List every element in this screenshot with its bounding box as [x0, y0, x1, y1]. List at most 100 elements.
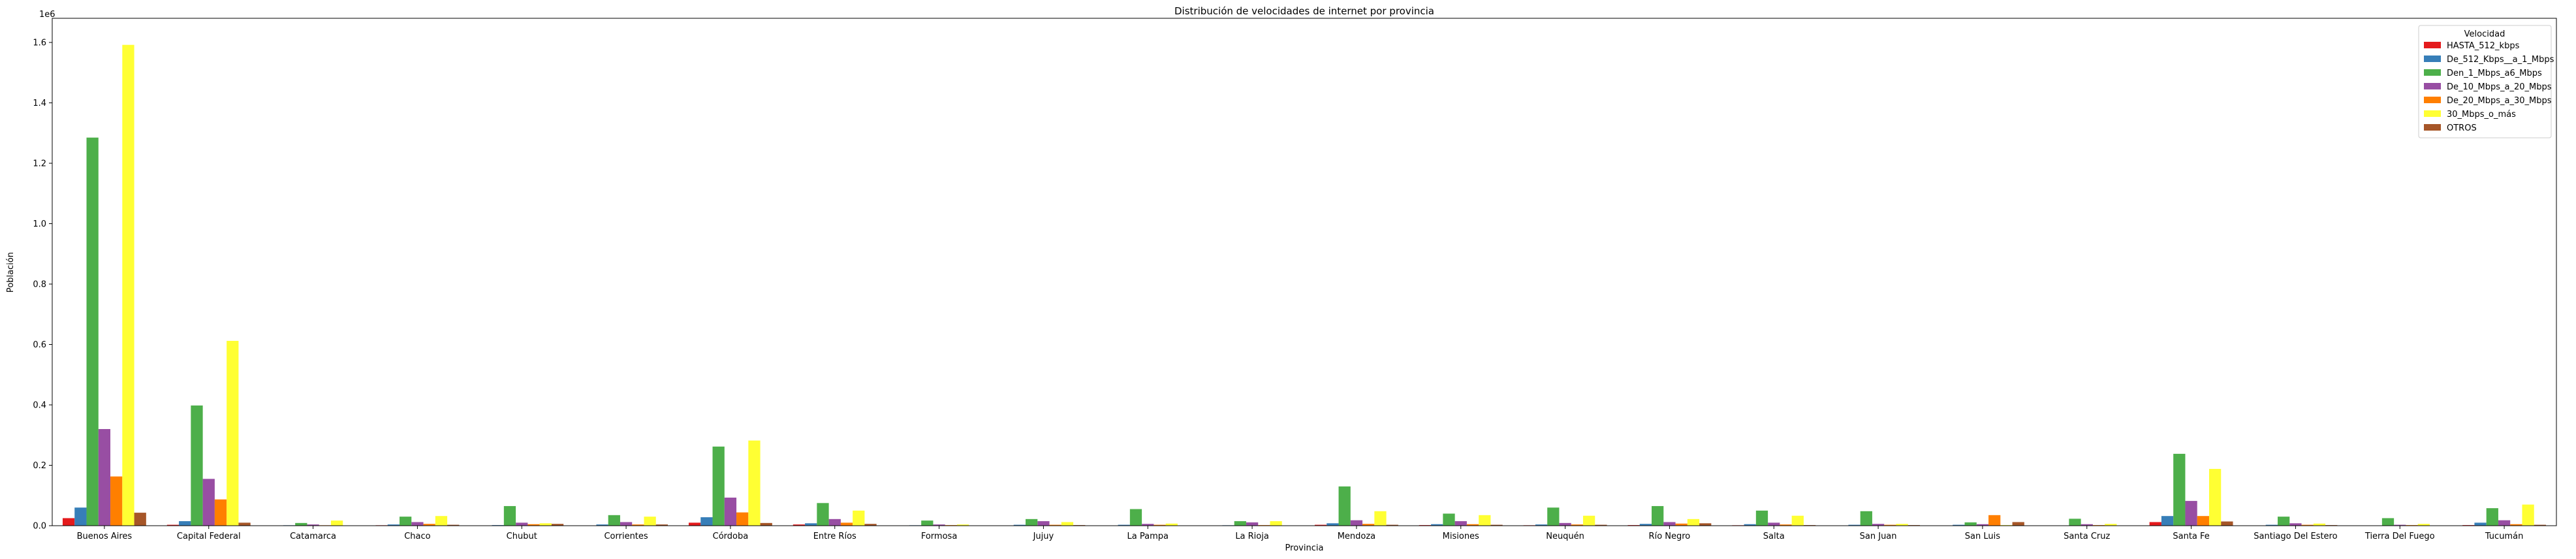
- bar: [644, 517, 656, 526]
- bar: [1953, 524, 1965, 526]
- y-tick-label: 0.6: [33, 340, 46, 350]
- x-tick-label: Capital Federal: [177, 532, 241, 541]
- x-tick-label: Neuquén: [1546, 532, 1584, 541]
- bar: [2185, 501, 2197, 526]
- legend-swatch: [2424, 56, 2441, 62]
- bar: [620, 522, 633, 526]
- bar: [1049, 524, 1061, 526]
- bar: [1362, 524, 1375, 526]
- x-tick-label: Santa Fe: [2173, 532, 2209, 541]
- bar: [179, 521, 191, 526]
- x-tick-label: Catamarca: [290, 532, 336, 541]
- bar: [202, 479, 215, 526]
- bar: [423, 524, 435, 526]
- bar: [1755, 510, 1768, 526]
- x-tick-label: San Luis: [1965, 532, 2000, 541]
- bar: [516, 522, 528, 526]
- bar: [1582, 515, 1595, 526]
- bar: [1061, 522, 1074, 526]
- bar: [864, 524, 877, 526]
- bar: [1559, 522, 1571, 526]
- bar: [1780, 524, 1792, 526]
- bars-layer: [62, 44, 2547, 526]
- bar: [527, 524, 540, 526]
- bar: [1687, 519, 1700, 526]
- bar: [295, 522, 307, 526]
- y-tick-label: 1.0: [33, 219, 46, 229]
- x-tick-label: Jujuy: [1033, 532, 1054, 541]
- legend-label: De_10_Mbps_a_20_Mbps: [2447, 82, 2552, 92]
- bar: [1270, 521, 1282, 526]
- bar: [2161, 516, 2174, 526]
- legend-label: HASTA_512_kbps: [2447, 41, 2520, 51]
- bar: [1884, 524, 1896, 526]
- y-tick-label: 1.2: [33, 159, 46, 169]
- bar: [1246, 522, 1259, 526]
- bar: [2012, 522, 2024, 526]
- bar: [1639, 524, 1652, 526]
- x-tick-label: Santa Cruz: [2064, 532, 2110, 541]
- bar: [2486, 508, 2498, 526]
- y-tick-label: 1.4: [33, 99, 46, 108]
- bar: [1791, 515, 1804, 526]
- bar: [227, 340, 239, 526]
- bar: [760, 522, 772, 526]
- bar: [608, 515, 620, 526]
- bar: [853, 510, 865, 526]
- bar: [793, 524, 806, 526]
- bar: [736, 512, 749, 526]
- x-tick-label: Tucumán: [2485, 532, 2523, 541]
- x-tick-label: Buenos Aires: [77, 532, 133, 541]
- bar: [2221, 521, 2233, 526]
- bar: [2149, 522, 2161, 526]
- bar: [191, 405, 203, 526]
- bar: [166, 524, 180, 526]
- bar: [748, 440, 761, 526]
- bar: [1431, 524, 1443, 526]
- bar: [2173, 453, 2186, 526]
- bar: [400, 517, 412, 526]
- y-tick-label: 1.6: [33, 39, 46, 48]
- legend-label: De_512_Kbps__a_1_Mbps: [2447, 55, 2554, 65]
- bar: [712, 446, 725, 526]
- y-tick-label: 0.8: [33, 280, 46, 290]
- bar: [1443, 513, 1455, 526]
- bar: [447, 524, 460, 526]
- bar: [2394, 524, 2406, 526]
- bar: [1454, 521, 1467, 526]
- bar: [1571, 524, 1583, 526]
- bar: [387, 524, 400, 526]
- bar: [62, 518, 75, 526]
- bar: [1386, 524, 1398, 526]
- bar: [2381, 518, 2395, 526]
- bar: [2534, 524, 2547, 526]
- bar: [1466, 524, 1479, 526]
- bar: [1535, 524, 1548, 526]
- bar: [110, 476, 123, 526]
- x-tick-label: San Juan: [1860, 532, 1897, 541]
- bar: [1037, 521, 1050, 526]
- x-tick-label: Salta: [1763, 532, 1785, 541]
- bar: [933, 524, 945, 526]
- bar: [1118, 524, 1130, 526]
- x-ticks: Buenos Aires Capital Federal Catamarca Chac…: [77, 526, 2523, 541]
- legend-swatch: [2424, 97, 2441, 103]
- bar: [1327, 523, 1339, 526]
- legend-label: De_20_Mbps_a_30_Mbps: [2447, 96, 2552, 106]
- x-tick-label: Córdoba: [713, 532, 749, 541]
- bar: [307, 524, 319, 526]
- bar: [122, 44, 134, 526]
- bar: [1142, 524, 1154, 526]
- bar: [2265, 524, 2278, 526]
- x-tick-label: Corrientes: [604, 532, 648, 541]
- bar: [1479, 515, 1491, 526]
- bar: [134, 513, 146, 526]
- y-tick-label: 0.4: [33, 401, 46, 411]
- x-tick-label: Mendoza: [1338, 532, 1375, 541]
- chart-title: Distribución de velocidades de internet …: [1174, 5, 1434, 17]
- bar: [1699, 523, 1712, 526]
- x-tick-label: Santiago Del Estero: [2254, 532, 2337, 541]
- x-tick-label: La Pampa: [1127, 532, 1169, 541]
- x-tick-label: Chaco: [404, 532, 430, 541]
